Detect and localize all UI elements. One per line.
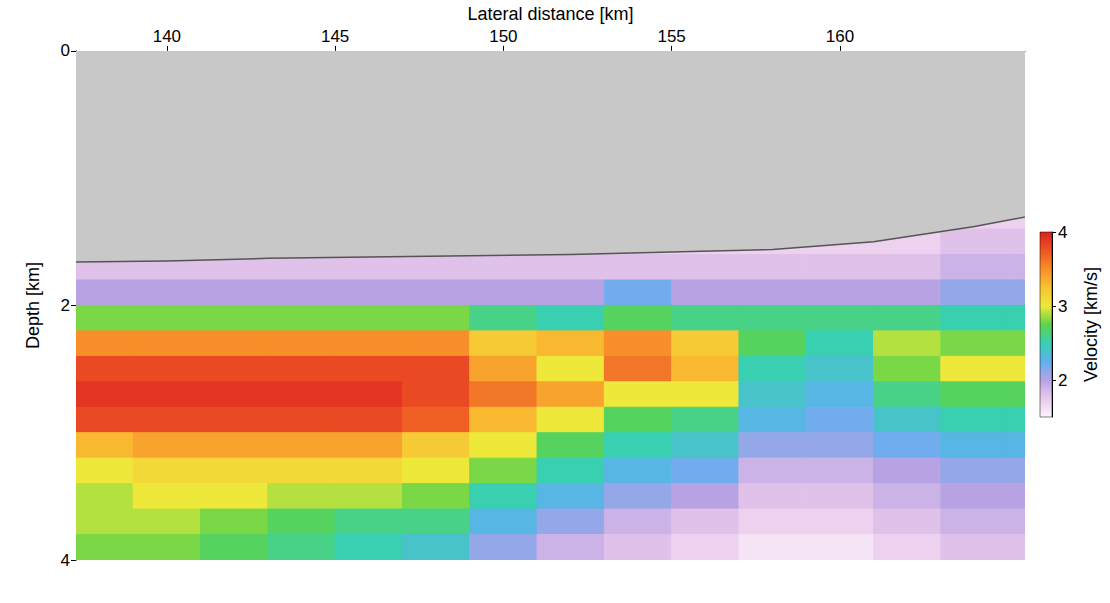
svg-text:2: 2 [1058,371,1067,390]
svg-text:3: 3 [1058,297,1067,316]
svg-text:160: 160 [826,27,854,46]
svg-text:145: 145 [321,27,349,46]
svg-text:4: 4 [61,551,70,570]
svg-text:Depth [km]: Depth [km] [23,262,43,349]
svg-text:4: 4 [1058,223,1067,242]
svg-text:Velocity [km/s]: Velocity [km/s] [1081,267,1101,382]
svg-text:2: 2 [61,296,70,315]
svg-text:150: 150 [489,27,517,46]
svg-text:0: 0 [61,41,70,60]
svg-text:140: 140 [153,27,181,46]
svg-text:Lateral distance [km]: Lateral distance [km] [467,4,633,24]
svg-text:155: 155 [657,27,685,46]
